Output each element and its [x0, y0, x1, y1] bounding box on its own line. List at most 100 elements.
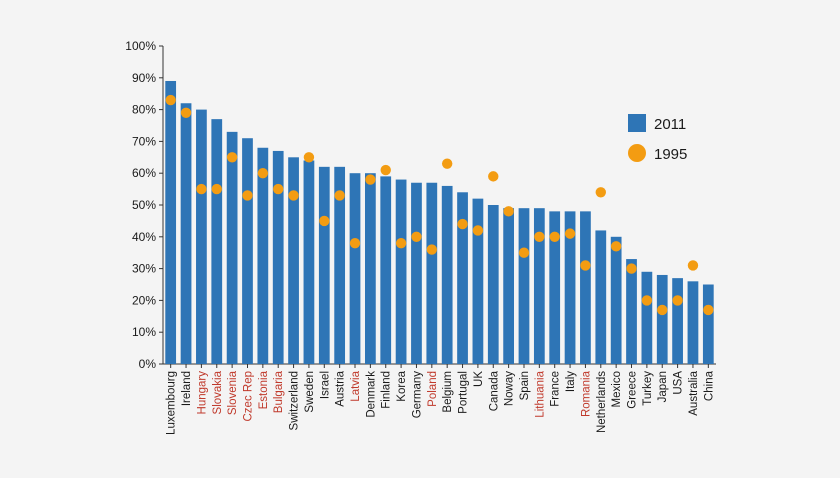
marker-1995[interactable]: [703, 304, 714, 316]
marker-1995[interactable]: [165, 94, 176, 106]
marker-1995[interactable]: [549, 231, 560, 242]
marker-1995[interactable]: [472, 225, 484, 236]
bar-2011[interactable]: [641, 271, 653, 364]
category-label: Bulgaria: [273, 370, 285, 413]
bar-2011[interactable]: [656, 274, 668, 364]
y-tick-label: 40%: [132, 230, 156, 244]
category-label: Spain: [519, 371, 531, 400]
category-label: Canada: [488, 370, 500, 411]
marker-1995[interactable]: [457, 218, 468, 230]
marker-1995[interactable]: [580, 260, 591, 271]
bar-2011[interactable]: [564, 211, 576, 364]
bar-2011[interactable]: [503, 208, 514, 364]
category-label: Portugal: [458, 371, 470, 414]
bar-2011[interactable]: [334, 166, 346, 364]
bar-2011[interactable]: [610, 236, 622, 364]
marker-1995[interactable]: [518, 247, 530, 258]
marker-1995[interactable]: [273, 183, 284, 195]
category-label: Slovakia: [212, 370, 224, 414]
y-tick-label: 0%: [139, 357, 157, 371]
marker-1995[interactable]: [503, 206, 514, 217]
bar-2011[interactable]: [395, 179, 407, 364]
y-tick-label: 30%: [132, 262, 156, 276]
category-label: Sweden: [304, 371, 316, 413]
bar-2011[interactable]: [196, 109, 207, 364]
category-label: Finland: [381, 371, 393, 409]
bar-2011[interactable]: [672, 278, 683, 364]
marker-1995[interactable]: [534, 231, 545, 242]
bar-2011[interactable]: [595, 230, 607, 364]
bar-2011[interactable]: [272, 150, 284, 364]
bar-2011[interactable]: [211, 119, 223, 364]
legend-label-1995: 1995: [654, 146, 687, 163]
bar-2011[interactable]: [165, 80, 177, 364]
category-label: Latvia: [350, 370, 362, 401]
bar-2011[interactable]: [626, 259, 637, 364]
marker-1995[interactable]: [303, 152, 315, 163]
marker-1995[interactable]: [426, 244, 438, 255]
marker-1995[interactable]: [349, 237, 361, 249]
marker-1995[interactable]: [564, 228, 576, 239]
category-label: France: [550, 371, 562, 407]
bar-2011[interactable]: [365, 173, 376, 364]
marker-1995[interactable]: [488, 171, 499, 182]
marker-1995[interactable]: [365, 174, 376, 185]
marker-1995[interactable]: [257, 168, 269, 179]
bar-2011[interactable]: [257, 147, 269, 364]
bar-2011[interactable]: [533, 208, 545, 364]
marker-1995[interactable]: [441, 158, 453, 169]
bar-2011[interactable]: [303, 160, 315, 364]
category-label: UK: [473, 371, 485, 387]
category-label: Poland: [427, 371, 439, 407]
marker-1995[interactable]: [626, 263, 637, 274]
marker-1995[interactable]: [657, 304, 668, 316]
bar-2011[interactable]: [288, 157, 299, 364]
marker-1995[interactable]: [211, 183, 222, 195]
y-tick-label: 20%: [132, 293, 156, 307]
bar-2011[interactable]: [349, 173, 361, 364]
marker-1995[interactable]: [226, 152, 238, 163]
bar-2011[interactable]: [580, 211, 591, 364]
marker-1995[interactable]: [334, 190, 345, 201]
bar-2011[interactable]: [411, 182, 422, 364]
bar-2011[interactable]: [687, 281, 699, 364]
bar-2011[interactable]: [226, 131, 238, 364]
bar-2011[interactable]: [441, 185, 453, 364]
marker-1995[interactable]: [641, 295, 653, 306]
marker-1995[interactable]: [242, 190, 253, 201]
bar-2011[interactable]: [518, 208, 530, 364]
bar-2011[interactable]: [487, 205, 499, 364]
bar-2011[interactable]: [318, 166, 330, 364]
bar-2011[interactable]: [242, 138, 253, 364]
marker-1995[interactable]: [319, 215, 330, 227]
marker-1995[interactable]: [180, 107, 192, 118]
marker-1995[interactable]: [288, 190, 299, 201]
marker-1995[interactable]: [380, 164, 391, 176]
category-label: USA: [673, 371, 685, 395]
bar-2011[interactable]: [180, 103, 192, 365]
category-label: Belgium: [442, 371, 454, 413]
marker-1995[interactable]: [672, 295, 683, 306]
y-tick-label: 90%: [132, 71, 156, 85]
y-tick-label: 60%: [132, 166, 156, 180]
bar-2011[interactable]: [380, 176, 392, 364]
bar-2011[interactable]: [457, 192, 468, 364]
bar-2011[interactable]: [472, 198, 484, 364]
category-label: Czec Rep: [242, 371, 254, 422]
category-label: Ireland: [181, 371, 193, 406]
category-label: Netherlands: [596, 371, 608, 433]
category-label: Israel: [319, 371, 331, 399]
category-label: China: [703, 370, 715, 401]
category-label: Estonia: [258, 370, 270, 409]
bar-2011[interactable]: [702, 284, 714, 365]
marker-1995[interactable]: [395, 237, 407, 249]
marker-1995[interactable]: [610, 241, 622, 252]
marker-1995[interactable]: [687, 260, 699, 271]
marker-1995[interactable]: [196, 183, 207, 195]
bar-2011[interactable]: [549, 211, 561, 364]
category-label: Germany: [411, 371, 423, 419]
marker-1995[interactable]: [595, 187, 606, 198]
marker-1995[interactable]: [411, 231, 422, 242]
bar-2011[interactable]: [426, 182, 438, 364]
